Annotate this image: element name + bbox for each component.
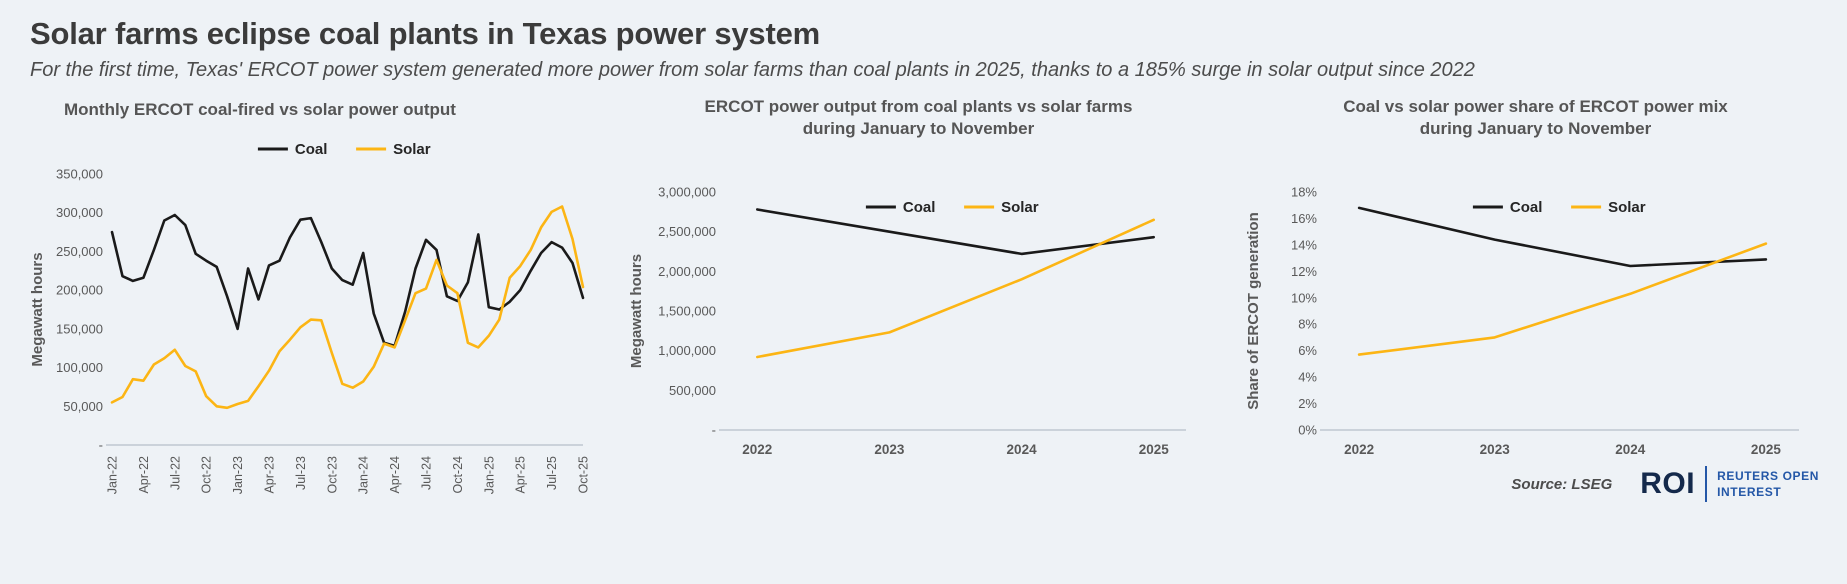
coal-series-line (1357, 206, 1768, 268)
y-tick-label: 12% (1291, 264, 1317, 279)
coal-legend-label: Coal (295, 141, 328, 158)
x-tick-label: 2023 (1480, 442, 1511, 457)
chart-title-cumulative-output: ERCOT power output from coal plants vs s… (704, 97, 1133, 139)
y-tick-label: 100,000 (56, 360, 103, 375)
x-tick-label: Jan-22 (106, 456, 120, 494)
roi-logo-divider (1705, 466, 1708, 502)
x-tick-label: Apr-23 (263, 456, 277, 494)
coal-legend-label: Coal (903, 199, 936, 216)
x-tick-label: Jan-23 (231, 456, 245, 494)
coal-legend-label: Coal (1510, 199, 1543, 216)
header: Solar farms eclipse coal plants in Texas… (0, 0, 1847, 82)
y-tick-label: 6% (1298, 343, 1317, 358)
x-tick-label: 2024 (1615, 442, 1646, 457)
roi-logo-line1: REUTERS OPEN (1717, 468, 1819, 483)
chart-monthly-output-panel: Monthly ERCOT coal-fired vs solar power … (24, 92, 599, 527)
y-tick-label: 2,500,000 (658, 224, 716, 239)
roi-logo-line2: INTEREST (1717, 485, 1782, 499)
y-axis-title: Megawatt hours (628, 254, 645, 368)
coal-series-line (110, 213, 585, 348)
x-tick-label: Oct-22 (200, 456, 214, 494)
y-tick-label: 1,000,000 (658, 343, 716, 358)
x-tick-label: Jul-23 (294, 456, 308, 490)
x-tick-label: 2022 (742, 442, 772, 457)
monthly-output-line-chart: - 50,000 100,000 150,000 200,000 250,000 300,0… (29, 141, 591, 494)
y-tick-label: 18% (1291, 185, 1317, 200)
solar-legend-label: Solar (1001, 199, 1039, 216)
y-tick-label: - (712, 423, 716, 438)
x-tick-label: 2025 (1139, 442, 1170, 457)
y-tick-label: 2% (1298, 396, 1317, 411)
y-tick-label: 14% (1291, 238, 1317, 253)
y-tick-label: 500,000 (669, 383, 716, 398)
x-tick-label: Jul-25 (545, 456, 559, 490)
y-tick-label: 350,000 (56, 167, 103, 182)
x-tick-label: Jul-24 (420, 456, 434, 490)
power-share-line-chart: 0% 2% 4% 6% 8% 10% 12% 14% 16% 18% 2022 2023 2024 202… (1245, 185, 1799, 457)
x-tick-label: 2023 (874, 442, 905, 457)
y-tick-label: - (99, 438, 103, 453)
coal-series-line (756, 208, 1156, 256)
y-tick-label: 150,000 (56, 321, 103, 336)
y-tick-label: 0% (1298, 423, 1317, 438)
x-tick-label: Jan-25 (482, 456, 496, 494)
solar-series-line (1357, 242, 1768, 357)
cumulative-output-line-chart: - 500,000 1,000,000 1,500,000 2,000,000 2,500… (628, 185, 1186, 457)
roi-logo: ROI REUTERS OPEN INTEREST (1640, 466, 1819, 502)
solar-legend-label: Solar (393, 141, 431, 158)
x-tick-label: Jul-22 (168, 456, 182, 490)
y-tick-label: 200,000 (56, 283, 103, 298)
roi-logo-text: REUTERS OPEN INTEREST (1717, 468, 1819, 500)
x-tick-label: Jan-24 (357, 456, 371, 494)
x-tick-label: Oct-23 (325, 456, 339, 494)
x-tick-label: 2024 (1007, 442, 1038, 457)
solar-series-line (110, 205, 585, 410)
y-tick-label: 3,000,000 (658, 185, 716, 200)
charts-row: Monthly ERCOT coal-fired vs solar power … (0, 82, 1847, 527)
chart-title-monthly-output: Monthly ERCOT coal-fired vs solar power … (64, 100, 456, 119)
x-tick-label: 2025 (1751, 442, 1782, 457)
y-tick-label: 2,000,000 (658, 264, 716, 279)
solar-legend-label: Solar (1608, 199, 1646, 216)
chart-title-power-share: Coal vs solar power share of ERCOT power… (1343, 97, 1728, 139)
y-axis-title: Share of ERCOT generation (1245, 212, 1262, 410)
source-label: Source: LSEG (1511, 475, 1613, 493)
page-subtitle: For the first time, Texas' ERCOT power s… (30, 59, 1475, 81)
x-tick-label: Oct-24 (451, 456, 465, 494)
y-tick-label: 250,000 (56, 244, 103, 259)
y-tick-label: 8% (1298, 317, 1317, 332)
solar-series-line (756, 218, 1156, 359)
y-tick-label: 1,500,000 (658, 304, 716, 319)
chart-cumulative-output-panel: ERCOT power output from coal plants vs s… (621, 92, 1216, 470)
page-title: Solar farms eclipse coal plants in Texas… (30, 16, 820, 51)
x-tick-label: Apr-22 (137, 456, 151, 494)
roi-logo-abbr: ROI (1640, 467, 1696, 500)
x-tick-label: Apr-24 (388, 456, 402, 494)
y-tick-label: 16% (1291, 211, 1317, 226)
x-tick-label: Apr-25 (514, 456, 528, 494)
footer: Source: LSEG ROI REUTERS OPEN INTEREST (1511, 466, 1819, 502)
y-tick-label: 300,000 (56, 205, 103, 220)
y-tick-label: 10% (1291, 290, 1317, 305)
x-tick-label: Oct-25 (577, 456, 591, 494)
chart-power-share-panel: Coal vs solar power share of ERCOT power… (1238, 92, 1833, 470)
y-tick-label: 50,000 (63, 399, 103, 414)
y-axis-title: Megawatt hours (29, 252, 46, 366)
y-tick-label: 4% (1298, 370, 1317, 385)
x-tick-label: 2022 (1344, 442, 1374, 457)
